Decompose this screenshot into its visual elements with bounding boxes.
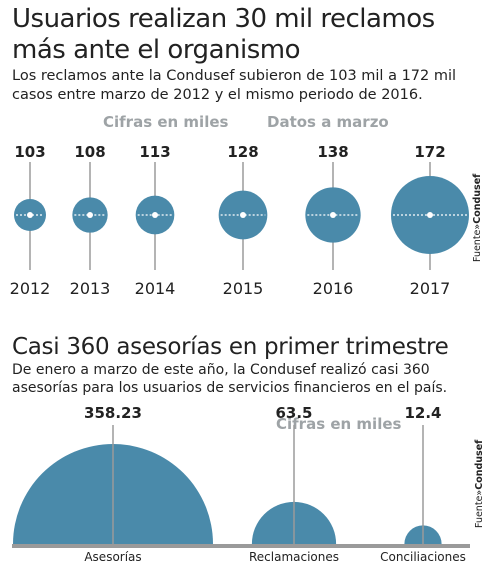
chart2-baseline xyxy=(12,544,470,548)
chart2-category-label: Reclamaciones xyxy=(249,550,339,564)
chart1-value-label: 113 xyxy=(139,143,170,161)
chart2-category-label: Asesorías xyxy=(84,550,141,564)
chart1-bubble-center xyxy=(240,212,246,218)
chart2-title: Casi 360 asesorías en primer trimestre xyxy=(12,334,449,360)
chart1-units-note: Cifras en miles xyxy=(103,113,229,131)
chart1-bubble-center xyxy=(152,212,158,218)
chart1-bubble-center xyxy=(427,212,433,218)
chart1-category-label: 2015 xyxy=(223,279,264,298)
chart1-value-label: 103 xyxy=(14,143,45,161)
chart1-value-label: 138 xyxy=(317,143,348,161)
chart1-category-label: 2014 xyxy=(135,279,176,298)
chart2-category-label: Conciliaciones xyxy=(380,550,466,564)
chart1-subtitle: Los reclamos ante la Condusef subieron d… xyxy=(12,68,457,103)
chart2-value-label: 63.5 xyxy=(275,404,312,422)
chart1-value-label: 108 xyxy=(74,143,105,161)
chart1-bubble-center xyxy=(87,212,93,218)
chart1-bubble-center xyxy=(330,212,336,218)
chart2-value-label: 358.23 xyxy=(84,404,142,422)
chart1-category-label: 2017 xyxy=(410,279,451,298)
chart1-category-label: 2013 xyxy=(70,279,111,298)
chart1-value-label: 128 xyxy=(227,143,258,161)
chart1-bubble-center xyxy=(27,212,33,218)
chart2-value-label: 12.4 xyxy=(404,404,441,422)
chart2-units-note: Cifras en miles xyxy=(276,415,402,433)
chart2-subtitle: De enero a marzo de este año, la Conduse… xyxy=(12,362,448,396)
chart1-title: Usuarios realizan 30 mil reclamos más an… xyxy=(12,4,435,65)
chart1-category-label: 2016 xyxy=(313,279,354,298)
chart1-category-label: 2012 xyxy=(10,279,51,298)
chart1-period-note: Datos a marzo xyxy=(267,113,389,131)
chart1-value-label: 172 xyxy=(414,143,445,161)
